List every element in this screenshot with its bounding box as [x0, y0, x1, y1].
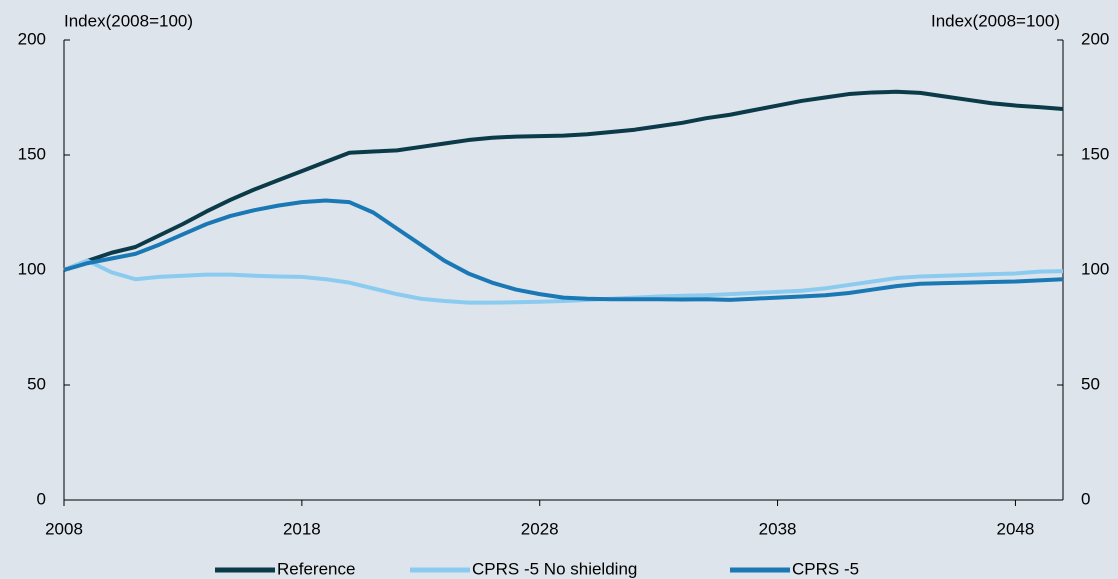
y2-tick-label: 0 [1081, 489, 1090, 508]
y2-tick-label: 200 [1081, 29, 1109, 48]
y-tick-label: 200 [18, 29, 46, 48]
series-line [63, 89, 1064, 272]
y2-tick-label: 150 [1081, 144, 1109, 163]
y-tick-label: 150 [18, 144, 46, 163]
x-tick-label: 2038 [759, 519, 797, 538]
series-line [63, 258, 1064, 305]
x-tick-label: 2028 [521, 519, 559, 538]
y-tick-label: 0 [37, 489, 46, 508]
x-tick-label: 2018 [283, 519, 321, 538]
y2-axis-label: Index(2008=100) [931, 11, 1060, 30]
y2-tick-label: 50 [1081, 374, 1100, 393]
x-tick-label: 2048 [997, 519, 1035, 538]
series-line [63, 198, 1064, 302]
y2-tick-label: 100 [1081, 259, 1109, 278]
y-axis-label: Index(2008=100) [64, 11, 193, 30]
legend-label: CPRS -5 No shielding [472, 559, 637, 578]
x-tick-label: 2008 [45, 519, 83, 538]
legend-label: CPRS -5 [792, 559, 859, 578]
y-tick-label: 100 [18, 259, 46, 278]
y-tick-label: 50 [27, 374, 46, 393]
legend-label: Reference [277, 559, 355, 578]
